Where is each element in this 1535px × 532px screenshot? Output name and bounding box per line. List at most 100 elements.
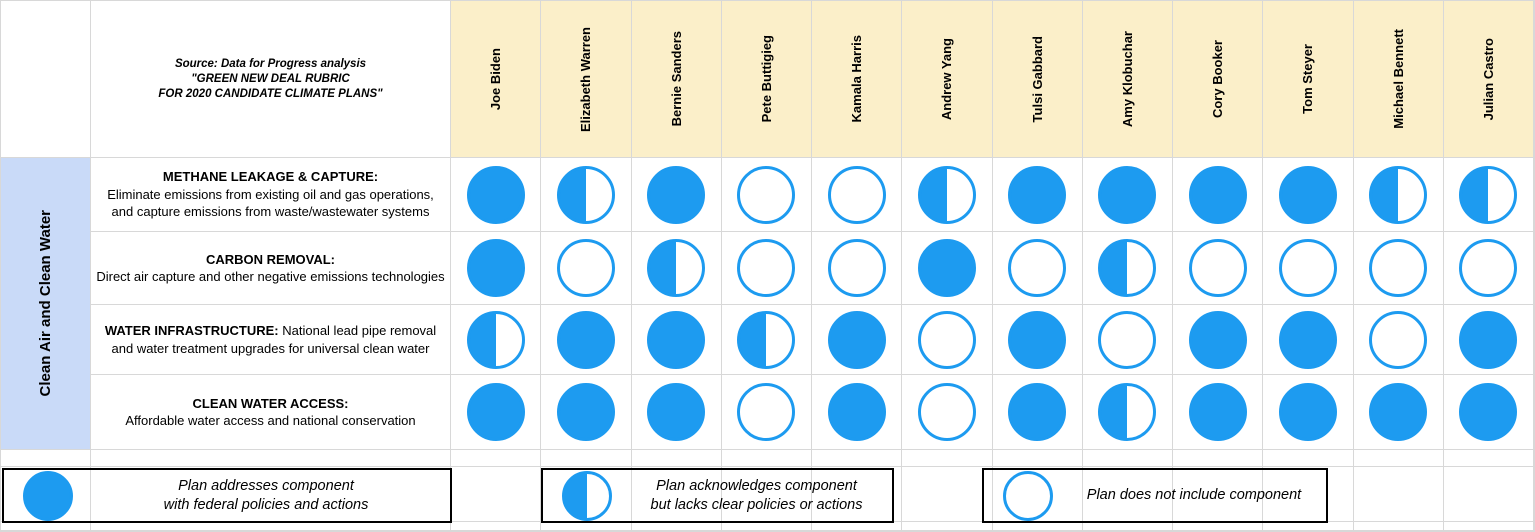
rating-cell [631, 305, 722, 375]
candidate-name: Andrew Yang [939, 37, 955, 121]
candidate-name: Bernie Sanders [668, 31, 684, 127]
rating-cell [451, 158, 542, 232]
grid-cell [902, 467, 993, 522]
rating-cell [1082, 232, 1173, 305]
row-title: CLEAN WATER ACCESS: [192, 395, 349, 411]
row-label-clean-water-access: CLEAN WATER ACCESS: Affordable water acce… [91, 375, 451, 450]
grid-cell [1353, 467, 1444, 522]
grid-cell [1263, 467, 1354, 522]
row-description: Direct air capture and other negative em… [96, 269, 445, 284]
rating-circle [1369, 165, 1428, 224]
row-description: Eliminate emissions from existing oil an… [107, 186, 434, 220]
rating-cell [631, 158, 722, 232]
source-note-cell: Source: Data for Progress analysis "GREE… [91, 1, 451, 158]
rating-cell [541, 158, 632, 232]
rating-circle [1369, 310, 1428, 369]
rating-cell [812, 305, 903, 375]
grid-cell [631, 450, 722, 467]
rating-circle [1459, 165, 1518, 224]
rating-circle [1459, 383, 1518, 441]
grid-cell [631, 522, 722, 531]
rating-circle [647, 383, 706, 441]
empty-circle-icon [1003, 470, 1053, 521]
legend-box-not-included: Plan does not include component [982, 468, 1328, 523]
corner-cell [1, 1, 91, 158]
rating-cell [1353, 158, 1444, 232]
rating-circle [647, 165, 706, 224]
rating-circle [1278, 165, 1337, 224]
grid-cell [631, 467, 722, 522]
rating-cell [1353, 305, 1444, 375]
grid-cell [541, 450, 632, 467]
rating-circle [1098, 310, 1157, 369]
rating-circle [1008, 165, 1067, 224]
rating-circle [466, 165, 525, 224]
col-header-andrew-yang: Andrew Yang [902, 1, 993, 158]
grid-cell [1173, 450, 1264, 467]
grid-cell [91, 467, 451, 522]
rating-cell [1173, 305, 1264, 375]
rating-circle [466, 383, 525, 441]
col-header-cory-booker: Cory Booker [1173, 1, 1264, 158]
rating-circle [1278, 383, 1337, 441]
grid-cell [902, 522, 993, 531]
filled-circle-icon [23, 470, 73, 521]
grid-cell [1353, 450, 1444, 467]
legend-text-not-included: Plan does not include component [1072, 486, 1326, 505]
rating-circle [1188, 239, 1247, 297]
rating-circle [737, 310, 796, 369]
row-title: WATER INFRASTRUCTURE: [104, 323, 279, 338]
grid-cell [1263, 450, 1354, 467]
grid-cell [451, 450, 542, 467]
source-note: Source: Data for Progress analysis "GREE… [158, 57, 382, 102]
rating-circle [1278, 310, 1337, 369]
candidate-name: Pete Buttigieg [758, 35, 774, 123]
rating-circle [1008, 310, 1067, 369]
rating-cell [721, 158, 812, 232]
rating-circle [466, 239, 525, 297]
rating-circle [1188, 310, 1247, 369]
grid-cell [1353, 522, 1444, 531]
grid-cell [1, 450, 91, 467]
grid-cell [721, 522, 812, 531]
candidate-name: Julian Castro [1480, 37, 1496, 121]
candidate-name: Elizabeth Warren [578, 26, 594, 132]
rating-cell [1443, 305, 1534, 375]
rating-cell [1173, 375, 1264, 450]
rating-circle [556, 165, 615, 224]
rating-cell [992, 158, 1083, 232]
legend-box-acknowledges: Plan acknowledges component but lacks cl… [541, 468, 894, 523]
rating-cell [902, 375, 993, 450]
rating-cell [1263, 305, 1354, 375]
col-header-elizabeth-warren: Elizabeth Warren [541, 1, 632, 158]
candidate-name: Amy Klobuchar [1119, 30, 1135, 128]
rating-circle [917, 383, 976, 441]
rating-cell [1353, 232, 1444, 305]
rating-circle [1098, 165, 1157, 224]
grid-cell [812, 522, 903, 531]
legend-symbol-wrap [984, 470, 1072, 521]
rating-circle [466, 310, 525, 369]
grid-cell [1, 522, 91, 531]
rating-cell [721, 232, 812, 305]
grid-cell [992, 522, 1083, 531]
row-label-methane: METHANE LEAKAGE & CAPTURE: Eliminate emis… [91, 158, 451, 232]
rating-cell [1263, 158, 1354, 232]
rating-circle [917, 165, 976, 224]
rating-cell [1082, 305, 1173, 375]
col-header-julian-castro: Julian Castro [1443, 1, 1534, 158]
rating-cell [812, 375, 903, 450]
grid-cell [1443, 467, 1534, 522]
rating-cell [721, 305, 812, 375]
rating-cell [721, 375, 812, 450]
candidate-name: Tom Steyer [1300, 44, 1316, 114]
rating-circle [917, 239, 976, 297]
rating-cell [992, 232, 1083, 305]
col-header-tulsi-gabbard: Tulsi Gabbard [992, 1, 1083, 158]
grid-cell [1173, 467, 1264, 522]
rating-circle [647, 310, 706, 369]
grid-cell [91, 522, 451, 531]
row-label-water-infrastructure: WATER INFRASTRUCTURE: National lead pipe… [91, 305, 451, 375]
legend-text-line: but lacks clear policies or actions [650, 496, 863, 513]
